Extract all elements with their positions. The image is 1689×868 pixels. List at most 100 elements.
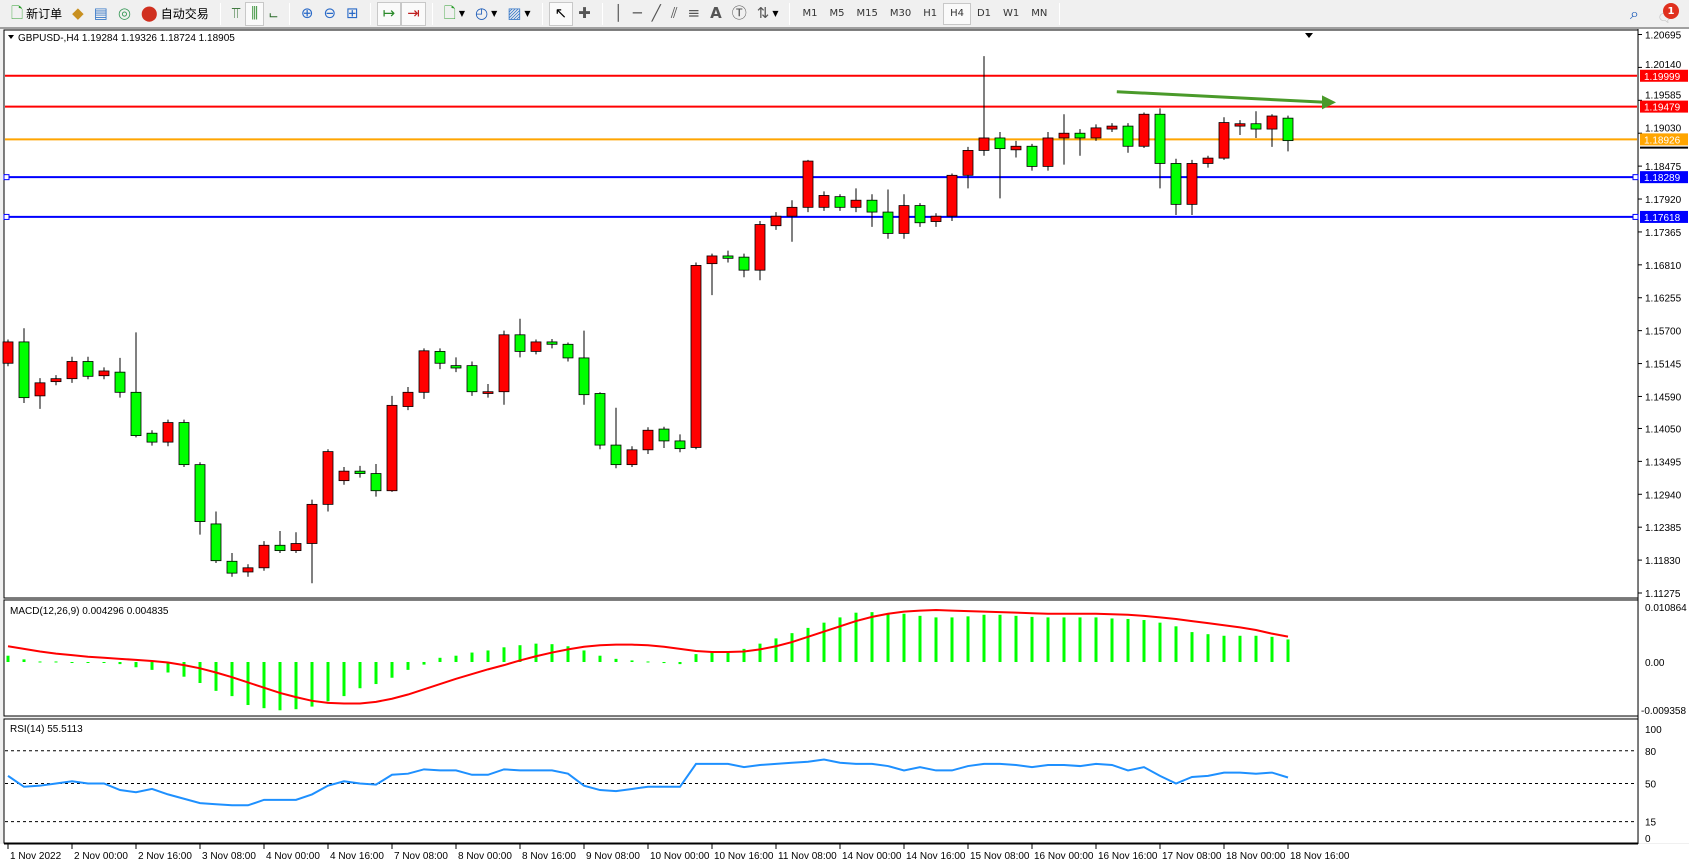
candle [530,339,542,355]
zoom-out-button[interactable]: ⊖ [318,2,341,26]
fibonacci-button[interactable]: ≡ [683,2,706,26]
line-chart-button[interactable]: ⨽ [264,2,283,26]
macd-bar [374,662,378,685]
zoom-in-button[interactable]: ⊕ [296,2,319,26]
periods-button[interactable]: ◴ ▼ [470,2,502,26]
vertical-line-button[interactable]: │ [609,2,628,26]
candle-body [738,256,750,271]
candle [82,356,94,380]
candle [946,173,958,221]
candle [818,191,830,211]
timeframe-d1[interactable]: D1 [976,8,992,19]
search-icon[interactable]: ⌕ [1630,4,1639,23]
candle-body [1202,157,1214,164]
candle-body [1250,123,1262,130]
trendline-button[interactable]: ╱ [647,2,666,26]
chart-window[interactable]: 1.20695 1.20140 1.19585 1.19030 1.18475 1.179… [0,29,1689,868]
timeframe-m15[interactable]: M15 [856,8,878,19]
main-pane [3,29,1639,599]
candle-body [1058,132,1070,139]
price-label: 1.11830 [1645,556,1681,567]
price-tag-label: 1.17618 [1644,213,1681,224]
macd-bar [630,660,634,662]
candle-body [306,503,318,544]
time-label: 1 Nov 2022 [10,851,62,862]
candle [258,541,270,571]
candle-body [1026,145,1038,167]
tile-windows-button[interactable]: ⊞ [341,2,364,26]
horizontal-line-button[interactable]: ─ [628,2,647,26]
text-icon: A [710,4,722,22]
candle-body [1154,113,1166,164]
timeframe-h1[interactable]: H1 [923,8,938,19]
separator [541,2,543,25]
cursor-button[interactable]: ↖ [548,1,574,26]
candle-body [1234,123,1246,127]
timeframe-m30[interactable]: M30 [889,8,912,19]
timeframe-w1[interactable]: W1 [1003,8,1020,19]
macd-bar [262,662,266,709]
candle [114,357,126,398]
macd-bar [1270,636,1274,662]
chevron-down-icon[interactable] [8,35,14,39]
candlestick-button[interactable]: ⫼ [245,1,265,26]
price-label: 1.20140 [1645,60,1682,71]
timeframe-h4[interactable]: H4 [943,2,971,25]
chart-shift-button[interactable]: ⇥ [401,1,426,26]
price-label: 1.19030 [1645,123,1682,134]
candle [578,330,590,405]
chart-shift-marker[interactable] [1305,33,1313,38]
price-label: 1.16810 [1645,261,1682,272]
bid-price-tag [1640,146,1688,149]
new-order-label: 新订单 [26,7,63,21]
signals-button[interactable]: ◎ [113,2,136,26]
candle [1266,114,1278,147]
candle [1106,123,1118,133]
macd-bar [1046,617,1050,662]
candle [898,194,910,239]
auto-trading-button[interactable]: ⬤ 自动交易 [136,2,214,26]
bar-chart-button[interactable]: ⫪ [227,2,245,26]
auto-trading-icon: ⬤ [140,4,158,22]
candle [690,262,702,450]
candle [418,348,430,399]
time-label: 18 Nov 00:00 [1226,851,1286,862]
candle-body [1138,113,1150,147]
price-tag [1640,171,1688,184]
tile-windows-icon: ⊞ [346,4,359,22]
candle [1186,159,1198,216]
text-label-button[interactable]: Ⓣ [727,2,752,26]
candle-body [418,350,430,393]
price-label: 1.17920 [1645,195,1682,206]
macd-bar [534,643,538,662]
candle [994,132,1006,199]
candle-body [562,343,574,359]
new-chart-button[interactable]: 🗋 ▼ [439,2,470,26]
candle-body [690,265,702,448]
new-order-button[interactable]: 🗋 新订单 [6,2,67,26]
equidistant-channel-button[interactable]: ⫽ [666,2,683,26]
timeframe-m1[interactable]: M1 [802,8,818,19]
candle [1026,143,1038,171]
timeframe-mn[interactable]: MN [1031,8,1048,19]
price-label: 1.15700 [1645,327,1682,338]
macd-pane [3,599,1639,717]
candle [850,188,862,213]
text-button[interactable]: A [705,2,727,26]
market-watch-button[interactable]: ◆ [67,2,89,26]
crosshair-button[interactable]: ✚ [573,2,596,26]
macd-bar [390,662,394,678]
notifications-button[interactable]: 🗨 1 [1657,3,1679,25]
arrows-button[interactable]: ⇅ ▼ [752,2,784,26]
candle-body [594,393,606,446]
trendline[interactable] [1116,90,1329,104]
autoscroll-button[interactable]: ↦ [376,1,402,26]
candle-body [1074,132,1086,139]
templates-button[interactable]: ▨ ▼ [502,2,535,26]
candle [498,330,510,405]
macd-bar [1014,615,1018,662]
timeframe-m5[interactable]: M5 [829,8,845,19]
data-window-button[interactable]: ▤ [89,2,113,26]
candle [242,564,254,577]
macd-bar [726,651,730,662]
